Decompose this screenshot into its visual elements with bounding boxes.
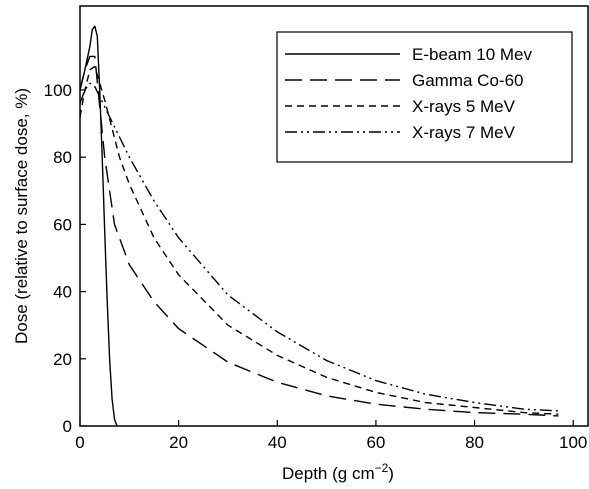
- x-tick-label: 60: [366, 433, 385, 452]
- x-tick-label: 20: [169, 433, 188, 452]
- legend-box: [276, 31, 573, 163]
- series-layer: [79, 25, 559, 427]
- legend: E-beam 10 Mev Gamma Co-60 X-rays 5 MeV X-ra…: [276, 31, 573, 163]
- x-tick-label: 0: [75, 433, 84, 452]
- series-line-3: [79, 65, 559, 415]
- y-tick-label: 20: [53, 350, 72, 369]
- y-tick-label: 40: [53, 283, 72, 302]
- y-tick-label: 80: [53, 148, 72, 167]
- series-line-2: [79, 55, 559, 417]
- y-tick-label: 60: [53, 215, 72, 234]
- series-line-1: [79, 25, 118, 427]
- legend-label-4: X-rays 7 MeV: [412, 123, 516, 142]
- series-line-4: [79, 82, 559, 412]
- legend-label-2: Gamma Co-60: [412, 71, 523, 90]
- x-axis-title-main: Depth (g cm: [282, 464, 375, 483]
- x-tick-label: 40: [268, 433, 287, 452]
- plot-frame: [79, 5, 589, 427]
- y-tick-label: 100: [44, 81, 72, 100]
- x-tick-label: 80: [465, 433, 484, 452]
- tick-layer: 0 20 40 60 80 100 0 20 40 60 80 100: [44, 81, 588, 452]
- legend-label-3: X-rays 5 MeV: [412, 97, 516, 116]
- x-axis-title-close: ): [388, 464, 394, 483]
- legend-items: E-beam 10 Mev Gamma Co-60 X-rays 5 MeV X-ra…: [285, 45, 532, 142]
- x-axis-title: Depth (g cm−2): [282, 461, 394, 483]
- y-tick-label: 0: [63, 417, 72, 436]
- x-tick-label: 100: [559, 433, 587, 452]
- y-axis-title: Dose (relative to surface dose, %): [12, 88, 31, 344]
- legend-label-1: E-beam 10 Mev: [412, 45, 532, 64]
- x-axis-title-superscript: −2: [375, 461, 389, 475]
